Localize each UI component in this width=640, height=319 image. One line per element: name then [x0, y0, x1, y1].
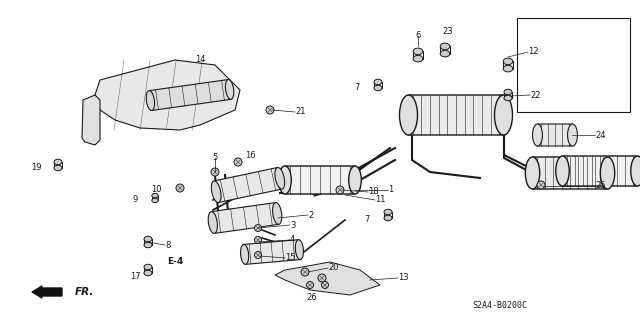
Text: 21: 21	[295, 108, 305, 116]
Polygon shape	[275, 262, 380, 295]
Text: 5: 5	[212, 153, 218, 162]
Ellipse shape	[273, 203, 282, 224]
Ellipse shape	[349, 166, 362, 194]
FancyBboxPatch shape	[563, 156, 637, 186]
Text: 20: 20	[328, 263, 339, 272]
Ellipse shape	[504, 89, 512, 95]
Ellipse shape	[152, 193, 158, 198]
Text: 15: 15	[285, 254, 296, 263]
Ellipse shape	[211, 181, 221, 203]
Ellipse shape	[631, 156, 640, 186]
Ellipse shape	[374, 85, 382, 91]
Text: 25: 25	[595, 182, 605, 190]
Ellipse shape	[600, 157, 614, 189]
Circle shape	[255, 225, 262, 232]
Circle shape	[301, 268, 309, 276]
FancyArrow shape	[32, 286, 62, 298]
FancyBboxPatch shape	[532, 157, 607, 189]
Ellipse shape	[556, 156, 569, 186]
Ellipse shape	[144, 270, 152, 276]
Text: 14: 14	[195, 56, 205, 64]
Bar	[214, 167, 282, 203]
Text: 7: 7	[365, 216, 370, 225]
Text: 4: 4	[290, 235, 295, 244]
Ellipse shape	[241, 244, 249, 264]
Ellipse shape	[504, 95, 512, 101]
Text: 7: 7	[355, 84, 360, 93]
Text: 1: 1	[388, 186, 393, 195]
FancyBboxPatch shape	[285, 166, 355, 194]
Bar	[244, 240, 300, 264]
Text: 16: 16	[245, 151, 255, 160]
Ellipse shape	[144, 264, 152, 270]
Ellipse shape	[374, 79, 382, 85]
Ellipse shape	[384, 209, 392, 215]
Text: 8: 8	[165, 241, 170, 249]
Circle shape	[176, 184, 184, 192]
Ellipse shape	[278, 166, 291, 194]
Circle shape	[266, 106, 274, 114]
Circle shape	[318, 274, 326, 282]
Ellipse shape	[208, 211, 218, 234]
Text: 11: 11	[375, 196, 385, 204]
FancyBboxPatch shape	[538, 124, 573, 146]
Polygon shape	[95, 60, 240, 130]
Ellipse shape	[532, 124, 543, 146]
Text: FR.: FR.	[75, 287, 94, 297]
Circle shape	[321, 281, 328, 288]
Text: 22: 22	[530, 91, 541, 100]
Circle shape	[537, 181, 545, 189]
Text: 26: 26	[307, 293, 317, 302]
Ellipse shape	[525, 157, 540, 189]
Bar	[211, 203, 278, 234]
Ellipse shape	[413, 48, 423, 55]
Text: 12: 12	[528, 48, 538, 56]
Circle shape	[336, 186, 344, 194]
Text: 9: 9	[132, 196, 138, 204]
Ellipse shape	[295, 240, 303, 260]
Text: 13: 13	[398, 273, 408, 283]
Ellipse shape	[144, 242, 152, 248]
Text: 24: 24	[595, 130, 605, 139]
Text: 18: 18	[368, 188, 379, 197]
Circle shape	[211, 168, 219, 176]
Ellipse shape	[399, 95, 417, 135]
Text: 3: 3	[290, 220, 296, 229]
Text: S2A4-B0200C: S2A4-B0200C	[472, 300, 527, 309]
Circle shape	[307, 281, 314, 288]
Ellipse shape	[54, 165, 62, 171]
Ellipse shape	[413, 55, 423, 62]
Bar	[149, 79, 231, 110]
Ellipse shape	[225, 79, 234, 99]
Text: 23: 23	[443, 27, 453, 36]
Bar	[517, 18, 630, 112]
Ellipse shape	[384, 215, 392, 221]
Ellipse shape	[54, 159, 62, 165]
Ellipse shape	[568, 124, 577, 146]
Ellipse shape	[503, 58, 513, 65]
Ellipse shape	[495, 95, 513, 135]
Text: 6: 6	[415, 32, 420, 41]
Ellipse shape	[503, 65, 513, 72]
Text: 10: 10	[152, 186, 162, 195]
Circle shape	[255, 236, 262, 243]
Ellipse shape	[440, 43, 450, 50]
Text: 19: 19	[31, 164, 42, 173]
Polygon shape	[82, 95, 100, 145]
Ellipse shape	[275, 167, 285, 189]
Circle shape	[234, 158, 242, 166]
Ellipse shape	[146, 91, 155, 110]
Text: 17: 17	[130, 272, 140, 281]
Ellipse shape	[144, 236, 152, 242]
Circle shape	[255, 251, 262, 258]
Text: 2: 2	[308, 211, 313, 219]
Ellipse shape	[440, 50, 450, 57]
FancyBboxPatch shape	[408, 95, 504, 135]
Text: E-4: E-4	[167, 257, 183, 266]
Ellipse shape	[152, 198, 158, 203]
